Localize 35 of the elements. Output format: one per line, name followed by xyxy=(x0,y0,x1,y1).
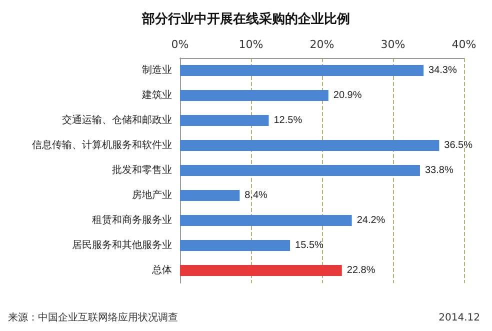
x-tick-label: 10% xyxy=(238,38,264,51)
x-tick-label: 40% xyxy=(452,38,476,51)
bar xyxy=(180,65,424,76)
y-tick-label: 建筑业 xyxy=(141,89,172,101)
x-tick-label: 30% xyxy=(380,38,406,51)
text: 2014.12 xyxy=(438,312,480,324)
bar xyxy=(180,190,240,201)
bar xyxy=(180,265,342,276)
bar xyxy=(180,90,328,101)
data-label: 15.5% xyxy=(295,240,324,251)
x-tick-label: 20% xyxy=(310,38,334,51)
y-tick-label: 信息传输、计算机服务和软件业 xyxy=(32,139,172,151)
data-label: 24.2% xyxy=(356,215,386,226)
data-label: 33.8% xyxy=(424,165,454,176)
y-tick-label: 房地产业 xyxy=(132,189,172,201)
x-tick-label: 0% xyxy=(171,38,189,51)
data-label: 34.3% xyxy=(428,65,457,76)
bar xyxy=(180,165,420,176)
y-tick-label: 批发和零售业 xyxy=(112,164,172,176)
y-tick-label: 租赁和商务服务业 xyxy=(92,214,172,226)
data-label: 20.9% xyxy=(333,90,362,101)
y-tick-label: 居民服务和其他服务业 xyxy=(72,239,172,251)
data-label: 36.5% xyxy=(444,140,473,151)
y-tick-label: 制造业 xyxy=(142,64,172,76)
bar xyxy=(180,240,290,251)
data-label: 12.5% xyxy=(274,115,302,126)
bar xyxy=(180,215,352,226)
bar xyxy=(180,140,440,151)
chart-title: 部分行业中开展在线采购的企业比例 xyxy=(141,11,350,27)
source-note: 来源：中国企业互联网络应用状况调查 xyxy=(8,312,178,324)
bar xyxy=(180,115,269,126)
data-label: 8.4% xyxy=(244,190,268,201)
y-tick-label: 总体 xyxy=(151,264,172,276)
y-tick-label: 交通运输、仓储和邮政业 xyxy=(62,114,172,126)
data-label: 22.8% xyxy=(346,265,376,276)
